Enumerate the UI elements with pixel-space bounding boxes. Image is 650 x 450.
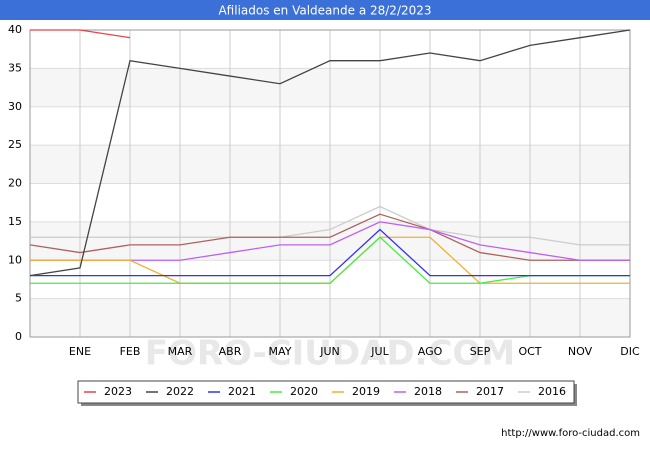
y-tick-label: 10 bbox=[8, 253, 22, 266]
plot-border bbox=[29, 29, 631, 338]
series-line bbox=[29, 29, 631, 277]
x-tick-label: SEP bbox=[470, 345, 491, 358]
x-tick-label: OCT bbox=[518, 345, 541, 358]
x-tick-label: AGO bbox=[418, 345, 443, 358]
legend-label: 2018 bbox=[414, 385, 442, 398]
legend-label: 2021 bbox=[228, 385, 256, 398]
legend-label: 2016 bbox=[538, 385, 566, 398]
y-tick-label: 20 bbox=[8, 177, 22, 190]
x-tick-label: JUL bbox=[370, 345, 389, 358]
legend-label: 2019 bbox=[352, 385, 380, 398]
legend-label: 2020 bbox=[290, 385, 318, 398]
x-tick-label: MAY bbox=[269, 345, 292, 358]
x-tick-label: DIC bbox=[620, 345, 640, 358]
series-line bbox=[30, 228, 630, 277]
x-tick-label: FEB bbox=[120, 345, 141, 358]
y-tick-label: 0 bbox=[15, 330, 22, 343]
x-tick-label: NOV bbox=[568, 345, 593, 358]
series-line bbox=[30, 205, 630, 246]
source: http://www.foro-ciudad.com bbox=[501, 428, 640, 439]
y-tick-label: 15 bbox=[8, 215, 22, 228]
chart-title: Afiliados en Valdeande a 28/2/2023 bbox=[218, 4, 431, 18]
x-tick-label: ABR bbox=[219, 345, 242, 358]
x-tick-label: ENE bbox=[69, 345, 91, 358]
legend-box bbox=[77, 380, 575, 404]
x-tick-label: MAR bbox=[168, 345, 193, 358]
y-tick-label: 30 bbox=[8, 100, 22, 113]
y-tick-label: 5 bbox=[15, 292, 22, 305]
y-tick-label: 25 bbox=[8, 138, 22, 151]
x-tick-label: JUN bbox=[319, 345, 340, 358]
legend-label: 2017 bbox=[476, 385, 504, 398]
y-tick-label: 40 bbox=[8, 23, 22, 36]
series-line bbox=[29, 213, 630, 261]
title-bar bbox=[0, 0, 650, 20]
y-tick-label: 35 bbox=[8, 61, 22, 74]
legend-label: 2022 bbox=[166, 385, 194, 398]
watermark: FORO-CIUDAD.COM bbox=[145, 334, 516, 374]
series-line bbox=[30, 29, 131, 39]
legend-label: 2023 bbox=[104, 385, 132, 398]
